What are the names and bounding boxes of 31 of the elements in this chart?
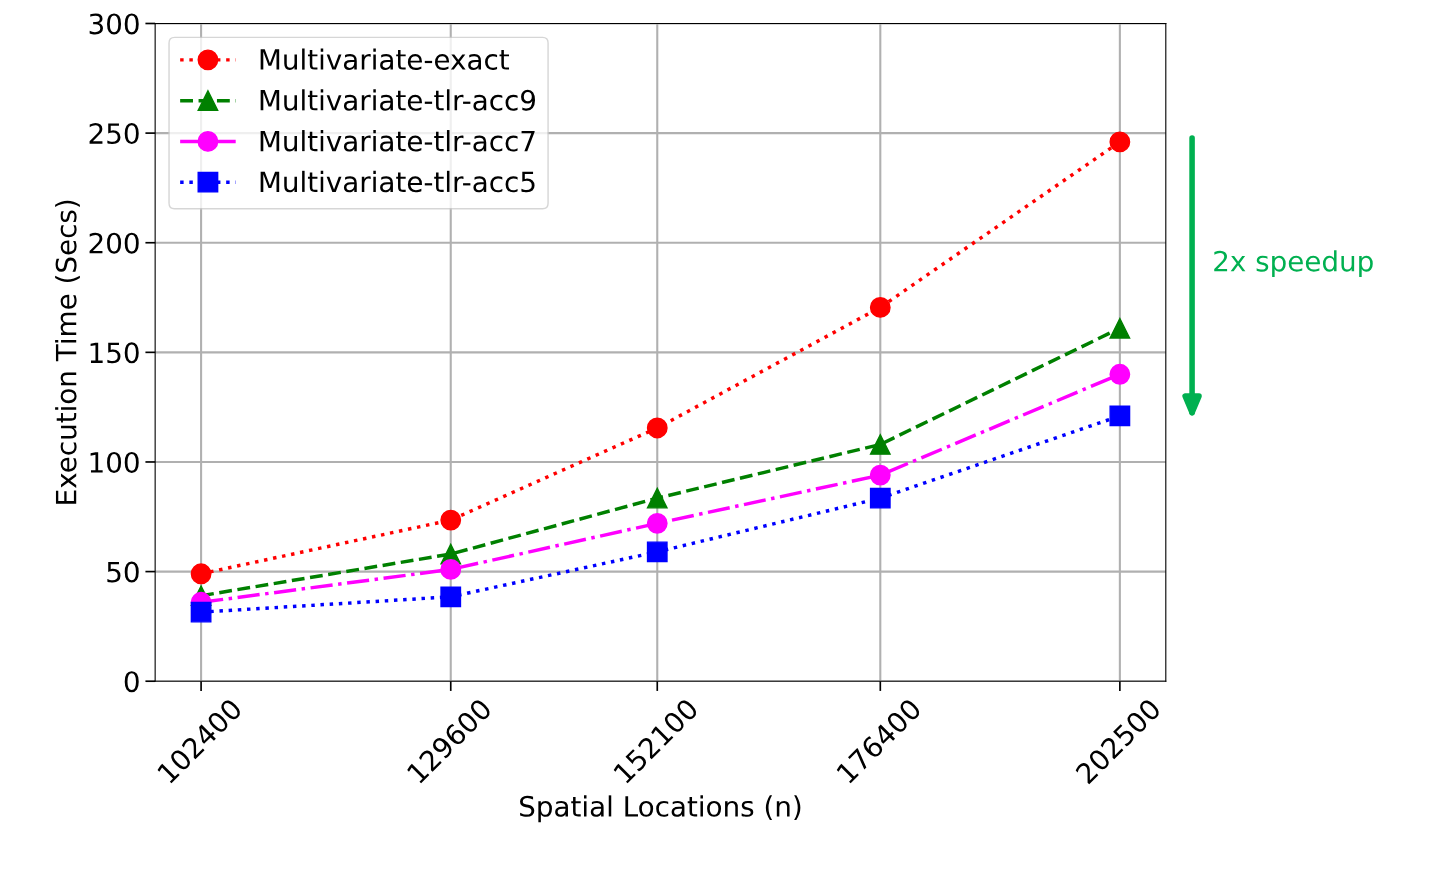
x-axis-title: Spatial Locations (n): [520, 795, 801, 823]
point: [869, 487, 891, 509]
point: [1109, 131, 1131, 153]
legend-label: Multivariate-tlr-acc5: [260, 170, 535, 193]
y-tick-label: 150: [90, 342, 139, 364]
point: [440, 558, 462, 580]
point: [1109, 405, 1131, 427]
point: [190, 563, 212, 585]
point: [440, 509, 462, 531]
point: [869, 434, 891, 455]
y-tick-label: 0: [124, 671, 139, 693]
legend-label: Multivariate-tlr-acc7: [260, 130, 535, 152]
point: [190, 601, 212, 623]
y-tick-label: 200: [89, 232, 139, 254]
point: [1109, 363, 1131, 385]
legend-label: Multivariate-tlr-acc9: [260, 89, 536, 111]
y-axis-title: Execution Time (Secs): [55, 200, 80, 504]
y-tick-label: 50: [107, 561, 139, 583]
point: [440, 586, 462, 608]
y-tick-label: 300: [89, 13, 139, 35]
point: [646, 417, 668, 439]
y-tick-label: 250: [89, 123, 139, 145]
text: 2x speedup: [1214, 250, 1373, 278]
point: [869, 296, 891, 318]
point: [646, 512, 668, 534]
legend-label: Multivariate-exact: [260, 48, 510, 70]
point: [646, 487, 668, 509]
point: [646, 541, 668, 563]
y-tick-label: 100: [90, 451, 139, 473]
point: [1109, 317, 1131, 339]
point: [869, 464, 891, 486]
